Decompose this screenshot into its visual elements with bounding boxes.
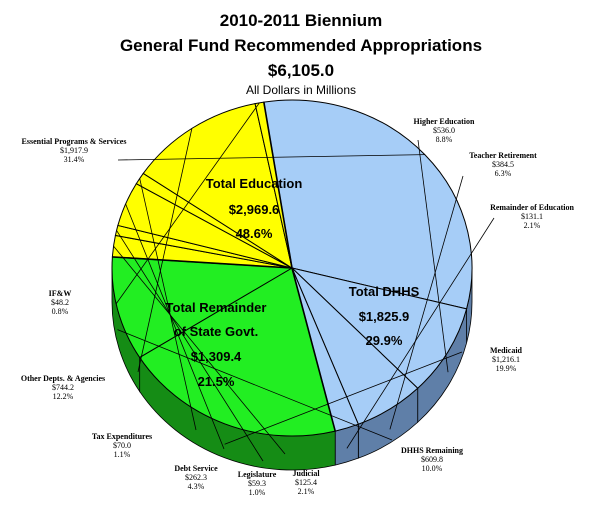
label-name-other-depts-agencies: Other Depts. & Agencies	[21, 374, 105, 383]
leader-lines	[113, 102, 495, 462]
label-pct-judicial: 2.1%	[298, 487, 315, 496]
label-name-higher-education: Higher Education	[414, 117, 476, 126]
leader-dhhs-remaining	[117, 329, 393, 441]
label-pct-dhhs-remaining: 10.0%	[422, 464, 443, 473]
label-name-medicaid: Medicaid	[490, 346, 523, 355]
group-divider-line	[263, 101, 293, 269]
group-label-2-0: Total Remainder	[166, 300, 267, 315]
group-label-2-2: $1,309.4	[191, 349, 242, 364]
label-value-dhhs-remaining: $609.8	[421, 455, 443, 464]
group-label-0-2: 48.6%	[236, 226, 273, 241]
label-pct-higher-education: 8.8%	[436, 135, 453, 144]
label-value-remainder-of-education: $131.1	[521, 212, 543, 221]
label-value-essential-programs-services: $1,917.9	[60, 146, 88, 155]
label-pct-remainder-of-education: 2.1%	[524, 221, 541, 230]
leader-if-w	[115, 102, 260, 305]
label-name-remainder-of-education: Remainder of Education	[490, 203, 574, 212]
label-name-legislature: Legislature	[238, 470, 277, 479]
group-label-0-1: $2,969.6	[229, 202, 280, 217]
label-pct-other-depts-agencies: 12.2%	[53, 392, 74, 401]
group-labels: Total Education $2,969.6 48.6% Total DHHS $1…	[166, 176, 420, 389]
label-value-judicial: $125.4	[295, 478, 317, 487]
leader-remainder-of-education	[346, 217, 495, 449]
label-name-debt-service: Debt Service	[174, 464, 218, 473]
pie-top	[111, 99, 473, 437]
label-value-tax-expenditures: $70.0	[113, 441, 131, 450]
chart-subtitle: General Fund Recommended Appropriations	[120, 36, 482, 55]
label-pct-teacher-retirement: 6.3%	[495, 169, 512, 178]
chart-units-note: All Dollars in Millions	[246, 83, 356, 97]
group-label-1-2: 29.9%	[366, 333, 403, 348]
group-label-2-3: 21.5%	[198, 374, 235, 389]
label-name-if-w: IF&W	[49, 289, 72, 298]
label-value-if-w: $48.2	[51, 298, 69, 307]
leader-judicial	[113, 245, 286, 455]
label-value-teacher-retirement: $384.5	[492, 160, 514, 169]
group-label-2-1: of State Govt.	[174, 324, 259, 339]
label-pct-debt-service: 4.3%	[188, 482, 205, 491]
label-pct-tax-expenditures: 1.1%	[114, 450, 131, 459]
group-divider-line	[112, 256, 293, 269]
label-pct-if-w: 0.8%	[52, 307, 69, 316]
leader-essential-programs-services	[117, 154, 425, 161]
group-label-1-0: Total DHHS	[349, 284, 420, 299]
label-value-higher-education: $536.0	[433, 126, 455, 135]
chart-title: 2010-2011 Biennium	[220, 11, 383, 30]
group-label-0-0: Total Education	[206, 176, 303, 191]
label-name-judicial: Judicial	[292, 469, 320, 478]
label-pct-medicaid: 19.9%	[496, 364, 517, 373]
group-label-1-1: $1,825.9	[359, 309, 410, 324]
label-value-legislature: $59.3	[248, 479, 266, 488]
leader-debt-service	[125, 203, 225, 450]
leader-other-depts-agencies	[137, 128, 193, 373]
chart-total: $6,105.0	[268, 61, 334, 80]
leader-teacher-retirement	[389, 175, 464, 430]
slice-medicaid	[138, 267, 336, 437]
label-name-tax-expenditures: Tax Expenditures	[92, 432, 152, 441]
label-name-essential-programs-services: Essential Programs & Services	[22, 137, 127, 146]
label-pct-essential-programs-services: 31.4%	[64, 155, 85, 164]
label-value-medicaid: $1,216.1	[492, 355, 520, 364]
slice-higher-education	[290, 267, 468, 389]
label-name-dhhs-remaining: DHHS Remaining	[401, 446, 463, 455]
label-pct-legislature: 1.0%	[249, 488, 266, 497]
label-value-other-depts-agencies: $744.2	[52, 383, 74, 392]
pie-sides	[111, 267, 473, 471]
label-value-debt-service: $262.3	[185, 473, 207, 482]
slice-labels: Essential Programs & Services$1,917.931.…	[21, 117, 575, 497]
label-name-teacher-retirement: Teacher Retirement	[469, 151, 537, 160]
leader-tax-expenditures	[139, 178, 197, 431]
leader-higher-education	[417, 139, 449, 373]
